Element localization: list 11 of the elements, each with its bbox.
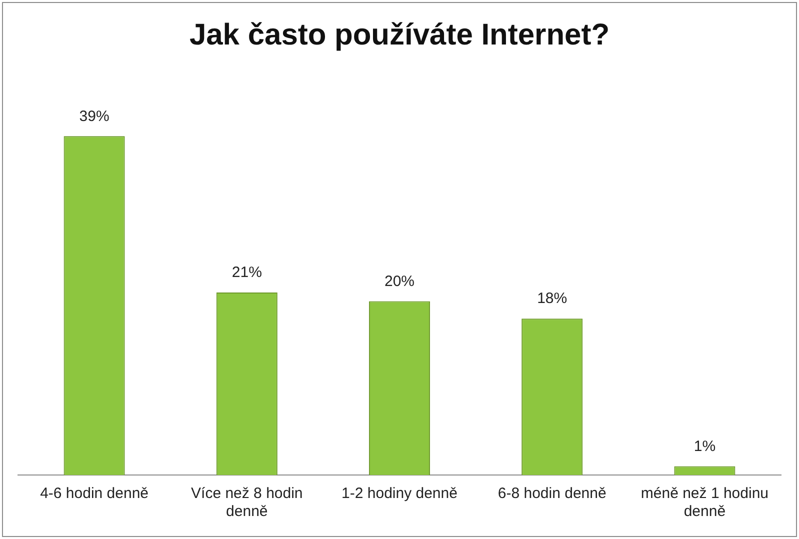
data-label: 21% (232, 264, 262, 282)
x-tick-label: Více než 8 hodin denně (191, 485, 303, 520)
data-label: 1% (694, 438, 716, 455)
x-tick-label: 6-8 hodin denně (498, 485, 606, 502)
chart-title: Jak často používáte Internet? (189, 18, 610, 52)
data-label: 18% (537, 290, 568, 308)
x-tick-label: 4-6 hodin denně (40, 485, 149, 502)
x-tick-label: 1-2 hodiny denně (342, 485, 458, 502)
data-label: 39% (79, 108, 110, 125)
x-tick-label: méně než 1 hodinu denně (640, 485, 769, 520)
data-label: 20% (384, 272, 415, 290)
